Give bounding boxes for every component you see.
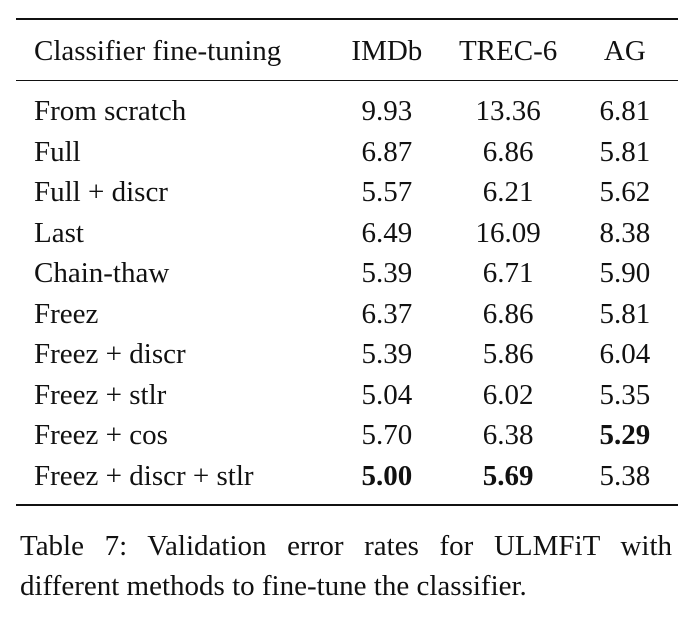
- trec6-cell: 6.38: [482, 419, 534, 452]
- trec6-cell: 6.86: [482, 297, 534, 330]
- table-row: Freez + discr + stlr 5.00 5.69 5.38: [16, 456, 678, 506]
- imdb-cell: 9.93: [361, 95, 413, 128]
- results-table: Classifier fine-tuning IMDb TREC-6 AG Fr…: [16, 18, 678, 506]
- trec6-cell: 6.21: [482, 176, 534, 209]
- imdb-cell: 5.39: [361, 338, 413, 371]
- method-cell: Freez: [34, 297, 99, 330]
- trec6-cell: 13.36: [475, 95, 541, 128]
- ag-cell: 8.38: [599, 216, 651, 249]
- header-trec6: TREC-6: [458, 35, 558, 67]
- trec6-cell: 5.69: [482, 459, 534, 492]
- trec6-cell: 5.86: [482, 338, 534, 371]
- results-table-container: Classifier fine-tuning IMDb TREC-6 AG Fr…: [16, 18, 678, 506]
- table-caption: Table 7: Validation error rates for ULMF…: [20, 526, 672, 606]
- method-cell: Last: [34, 216, 84, 249]
- ag-cell: 5.81: [599, 297, 651, 330]
- method-cell: Freez + discr + stlr: [34, 459, 254, 492]
- table-body: From scratch 9.93 13.36 6.81 Full 6.87 6…: [16, 81, 678, 506]
- table-row: Chain-thaw 5.39 6.71 5.90: [16, 253, 678, 294]
- table-header: Classifier fine-tuning IMDb TREC-6 AG: [16, 19, 678, 81]
- method-cell: From scratch: [34, 95, 187, 128]
- method-cell: Freez + stlr: [34, 378, 167, 411]
- ag-cell: 5.62: [599, 176, 651, 209]
- ag-cell: 5.90: [599, 257, 651, 290]
- table-row: Freez 6.37 6.86 5.81: [16, 294, 678, 335]
- header-ag: AG: [603, 35, 646, 67]
- ag-cell: 5.81: [599, 135, 651, 168]
- imdb-cell: 5.04: [361, 378, 413, 411]
- header-classifier-fine-tuning: Classifier fine-tuning: [34, 35, 282, 67]
- trec6-cell: 6.71: [482, 257, 534, 290]
- caption-line-2: different methods to fine-tune the class…: [20, 570, 527, 602]
- method-cell: Chain-thaw: [34, 257, 170, 290]
- method-cell: Freez + discr: [34, 338, 186, 371]
- trec6-cell: 6.86: [482, 135, 534, 168]
- table-row: Freez + discr 5.39 5.86 6.04: [16, 334, 678, 375]
- table-row: Last 6.49 16.09 8.38: [16, 213, 678, 254]
- trec6-cell: 6.02: [482, 378, 534, 411]
- ag-cell: 5.38: [599, 459, 651, 492]
- table-row: Full 6.87 6.86 5.81: [16, 132, 678, 173]
- table-row: Freez + stlr 5.04 6.02 5.35: [16, 375, 678, 416]
- table-row: Full + discr 5.57 6.21 5.62: [16, 172, 678, 213]
- imdb-cell: 5.57: [361, 176, 413, 209]
- ag-cell: 6.04: [599, 338, 651, 371]
- imdb-cell: 6.49: [361, 216, 413, 249]
- method-cell: Full: [34, 135, 81, 168]
- imdb-cell: 6.87: [361, 135, 413, 168]
- ag-cell: 6.81: [599, 95, 651, 128]
- method-cell: Full + discr: [34, 176, 168, 209]
- ag-cell: 5.35: [599, 378, 651, 411]
- header-row: Classifier fine-tuning IMDb TREC-6 AG: [16, 19, 678, 81]
- imdb-cell: 6.37: [361, 297, 413, 330]
- header-imdb: IMDb: [351, 35, 423, 67]
- imdb-cell: 5.39: [361, 257, 413, 290]
- table-row: From scratch 9.93 13.36 6.81: [16, 81, 678, 132]
- imdb-cell: 5.70: [361, 419, 413, 452]
- trec6-cell: 16.09: [475, 216, 541, 249]
- caption-line-1: Table 7: Validation error rates for ULMF…: [20, 530, 672, 562]
- ag-cell: 5.29: [599, 419, 651, 452]
- method-cell: Freez + cos: [34, 419, 168, 452]
- imdb-cell: 5.00: [361, 459, 413, 492]
- table-row: Freez + cos 5.70 6.38 5.29: [16, 415, 678, 456]
